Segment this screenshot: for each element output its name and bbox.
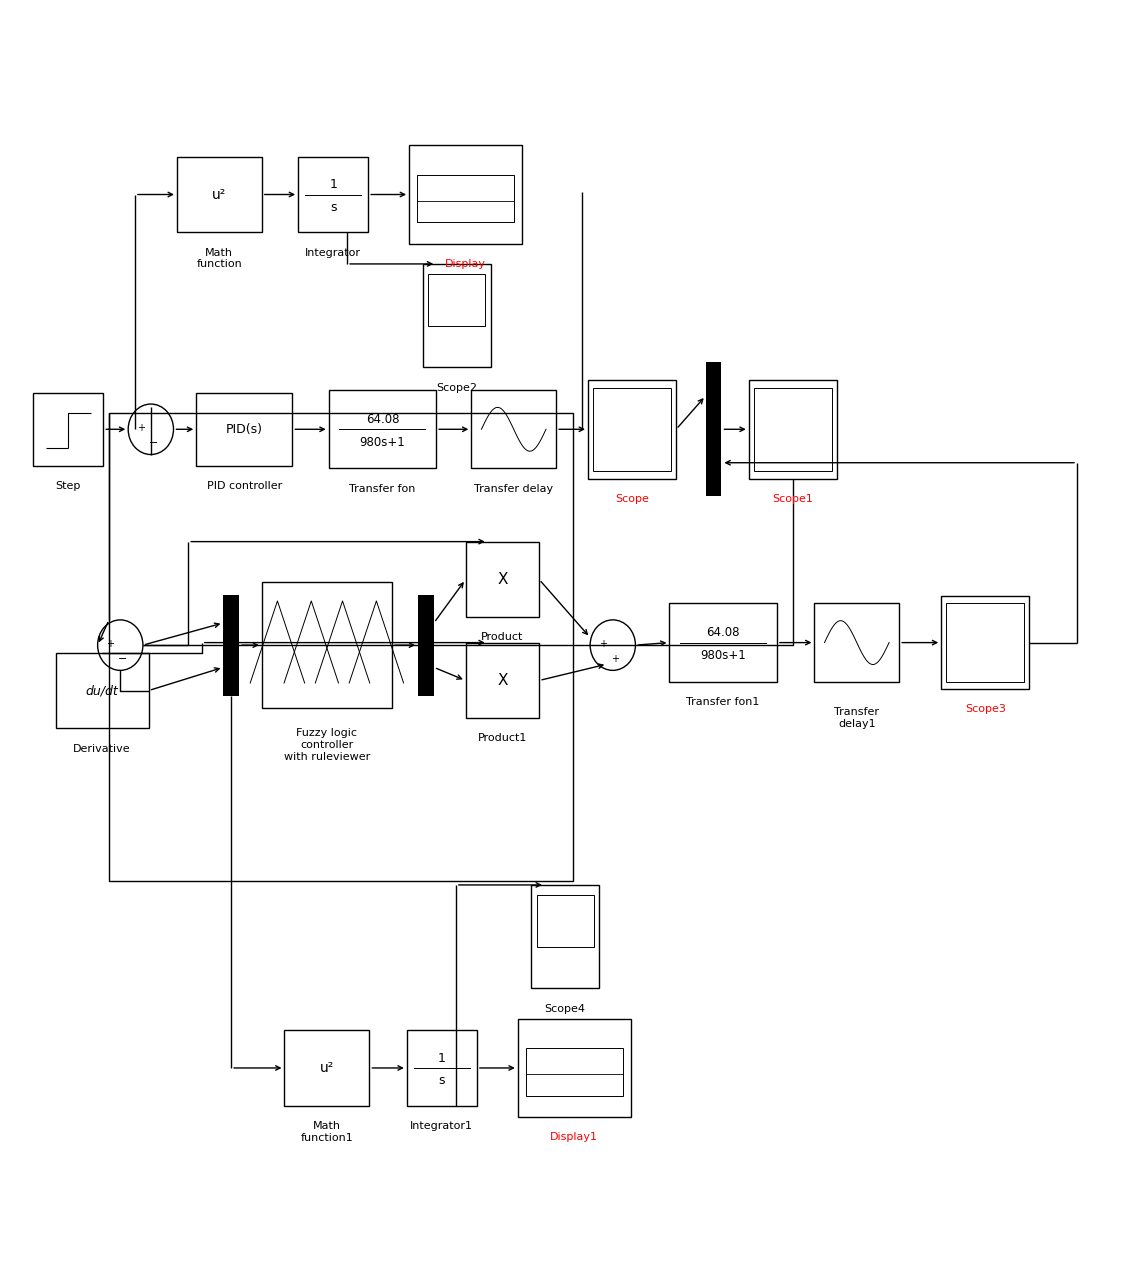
FancyBboxPatch shape: [196, 392, 293, 466]
FancyBboxPatch shape: [537, 896, 594, 947]
FancyBboxPatch shape: [409, 145, 522, 244]
Text: 1: 1: [438, 1051, 446, 1065]
FancyBboxPatch shape: [177, 157, 262, 233]
Text: +: +: [106, 639, 115, 649]
FancyBboxPatch shape: [526, 1049, 623, 1095]
FancyBboxPatch shape: [406, 1030, 477, 1106]
FancyBboxPatch shape: [418, 595, 434, 696]
FancyBboxPatch shape: [422, 264, 490, 367]
Text: du/dt: du/dt: [86, 684, 118, 697]
Text: Scope3: Scope3: [965, 705, 1006, 715]
FancyBboxPatch shape: [56, 653, 149, 729]
FancyBboxPatch shape: [947, 603, 1024, 682]
Text: Math
function1: Math function1: [301, 1121, 353, 1142]
FancyBboxPatch shape: [531, 886, 599, 988]
Text: Fuzzy logic
controller
with ruleviewer: Fuzzy logic controller with ruleviewer: [284, 729, 370, 762]
FancyBboxPatch shape: [814, 603, 899, 682]
FancyBboxPatch shape: [417, 175, 514, 223]
FancyBboxPatch shape: [471, 390, 556, 468]
Text: Transfer fon1: Transfer fon1: [687, 697, 759, 707]
FancyBboxPatch shape: [749, 380, 836, 478]
Text: 64.08: 64.08: [706, 626, 740, 639]
Text: Math
function: Math function: [196, 248, 242, 269]
Text: PID(s): PID(s): [226, 423, 262, 435]
Text: 980s+1: 980s+1: [360, 436, 405, 449]
Text: Transfer
delay1: Transfer delay1: [834, 707, 880, 729]
FancyBboxPatch shape: [594, 388, 671, 471]
Text: Product1: Product1: [478, 734, 527, 744]
Text: Transfer delay: Transfer delay: [474, 483, 553, 493]
FancyBboxPatch shape: [33, 392, 103, 466]
Text: +: +: [598, 639, 606, 649]
FancyBboxPatch shape: [285, 1030, 369, 1106]
Text: Integrator: Integrator: [305, 248, 361, 258]
Text: Display: Display: [445, 259, 486, 269]
Text: −: −: [118, 654, 127, 664]
Text: X: X: [497, 572, 507, 587]
Text: Product: Product: [481, 632, 523, 643]
FancyBboxPatch shape: [941, 596, 1029, 689]
FancyBboxPatch shape: [262, 582, 392, 708]
Text: 64.08: 64.08: [365, 412, 400, 425]
FancyBboxPatch shape: [224, 595, 239, 696]
Text: Derivative: Derivative: [74, 744, 131, 754]
FancyBboxPatch shape: [465, 541, 539, 617]
FancyBboxPatch shape: [754, 388, 832, 471]
Text: Scope1: Scope1: [773, 493, 814, 503]
Text: Scope4: Scope4: [545, 1003, 586, 1013]
FancyBboxPatch shape: [299, 157, 368, 233]
Text: u²: u²: [320, 1061, 334, 1075]
Text: 1: 1: [329, 178, 337, 191]
FancyBboxPatch shape: [329, 390, 436, 468]
Text: u²: u²: [212, 187, 227, 201]
Text: X: X: [497, 673, 507, 688]
Text: Step: Step: [56, 481, 81, 491]
FancyBboxPatch shape: [588, 380, 676, 478]
FancyBboxPatch shape: [670, 603, 777, 682]
Text: s: s: [438, 1074, 445, 1088]
Text: Scope: Scope: [615, 493, 649, 503]
FancyBboxPatch shape: [465, 643, 539, 719]
Text: −: −: [149, 438, 158, 448]
Text: Display1: Display1: [550, 1132, 598, 1142]
FancyBboxPatch shape: [518, 1018, 631, 1117]
Text: Transfer fon: Transfer fon: [350, 483, 415, 493]
Text: +: +: [611, 654, 619, 664]
Text: PID controller: PID controller: [207, 481, 281, 491]
Text: 980s+1: 980s+1: [700, 649, 746, 663]
FancyBboxPatch shape: [706, 362, 722, 496]
Text: +: +: [136, 423, 144, 433]
Text: s: s: [330, 201, 336, 214]
Text: Integrator1: Integrator1: [411, 1121, 473, 1131]
FancyBboxPatch shape: [428, 275, 485, 326]
Text: Scope2: Scope2: [436, 382, 477, 392]
